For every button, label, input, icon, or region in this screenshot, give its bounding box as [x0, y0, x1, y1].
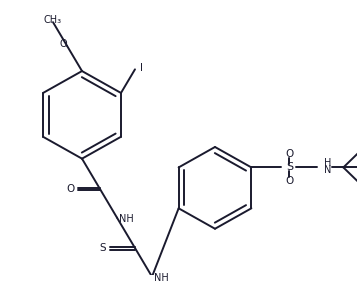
Text: N: N — [324, 165, 331, 175]
Text: S: S — [286, 162, 293, 172]
Text: O: O — [59, 39, 67, 49]
Text: NH: NH — [119, 214, 134, 224]
Text: O: O — [66, 184, 75, 194]
Text: CH₃: CH₃ — [44, 15, 62, 25]
Text: O: O — [285, 149, 293, 159]
Text: S: S — [99, 243, 106, 253]
Text: O: O — [285, 176, 293, 186]
Text: NH: NH — [154, 273, 169, 282]
Text: H: H — [324, 158, 331, 168]
Text: I: I — [140, 63, 143, 73]
